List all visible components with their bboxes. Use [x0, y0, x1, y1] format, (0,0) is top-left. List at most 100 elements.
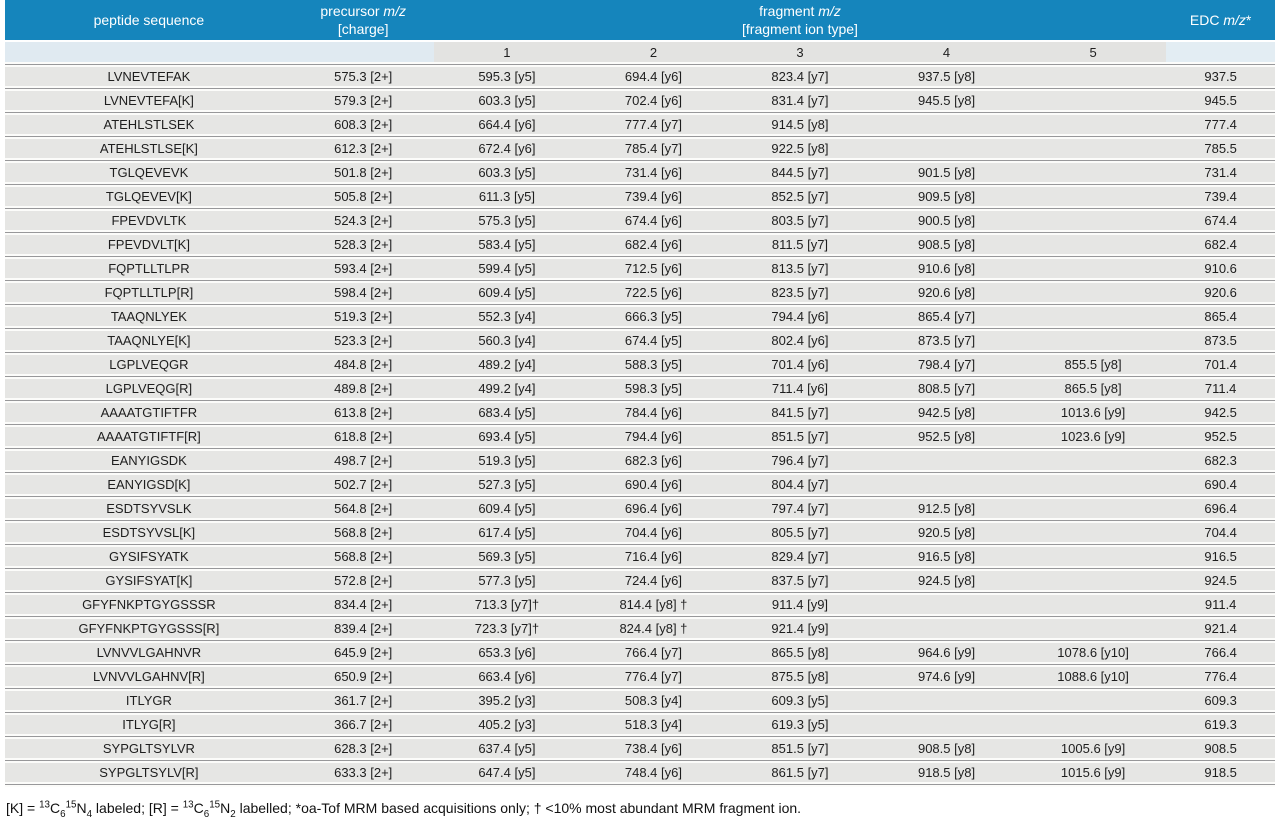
fragment-mz-cell-1: 395.2 [y3]	[478, 693, 536, 708]
precursor-mz-cell: 523.3 [2+]	[334, 333, 393, 348]
header-edc-mz-italic: m/z	[1223, 11, 1246, 28]
peptide-sequence-cell: ESDTSYVSL[K]	[102, 525, 196, 540]
table-row: LVNVVLGAHNVR 645.9 [2+] 653.3 [y6] 766.4…	[5, 643, 1275, 662]
fragment-mz-cell-5	[1020, 691, 1167, 710]
fragment-mz-cell-3: 811.5 [y7]	[771, 237, 829, 252]
row-separator	[5, 566, 1275, 571]
fragment-mz-cell-4	[873, 115, 1020, 134]
fragment-mz-cell-3: 844.5 [y7]	[771, 165, 829, 180]
subheader-left-spacer	[5, 42, 434, 62]
table-header-row: peptide sequence precursor m/z [charge] …	[5, 0, 1275, 40]
peptide-sequence-cell: AAAATGTIFTF[R]	[97, 429, 201, 444]
fragment-mz-cell-5	[1020, 283, 1167, 302]
fragment-mz-cell-5: 1015.6 [y9]	[1060, 765, 1126, 780]
table-row: ITLYGR 361.7 [2+] 395.2 [y3] 508.3 [y4] …	[5, 691, 1275, 710]
header-edc-asterisk: *	[1245, 11, 1252, 28]
precursor-mz-cell: 645.9 [2+]	[334, 645, 393, 660]
peptide-sequence-cell: EANYIGSD[K]	[107, 477, 191, 492]
row-separator	[5, 158, 1275, 163]
fragment-mz-cell-5	[1020, 451, 1167, 470]
edc-mz-cell: 911.4	[1204, 597, 1237, 612]
edc-mz-cell: 920.6	[1204, 285, 1237, 300]
row-separator	[5, 182, 1275, 187]
precursor-mz-cell: 579.3 [2+]	[334, 93, 393, 108]
row-separator	[5, 710, 1275, 715]
edc-mz-cell: 942.5	[1204, 405, 1237, 420]
fragment-mz-cell-2: 814.4 [y8] †	[619, 597, 688, 612]
fragment-mz-cell-3: 823.5 [y7]	[771, 285, 829, 300]
row-separator	[5, 110, 1275, 115]
fragment-mz-cell-2: 776.4 [y7]	[624, 669, 682, 684]
peptide-sequence-cell: ITLYG[R]	[122, 717, 176, 732]
table-row: ATEHLSTLSEK 608.3 [2+] 664.4 [y6] 777.4 …	[5, 115, 1275, 134]
fragment-mz-cell-5: 865.5 [y8]	[1064, 381, 1122, 396]
peptide-sequence-cell: GYSIFSYATK	[109, 549, 189, 564]
fragment-mz-cell-1: 499.2 [y4]	[478, 381, 536, 396]
precursor-mz-cell: 519.3 [2+]	[334, 309, 393, 324]
fragment-mz-cell-3: 619.3 [y5]	[771, 717, 829, 732]
fragment-mz-cell-5	[1020, 619, 1167, 638]
peptide-sequence-cell: FPEVDVLTK	[111, 213, 187, 228]
fragment-mz-cell-3: 911.4 [y9]	[771, 597, 829, 612]
row-separator	[5, 278, 1275, 283]
fragment-mz-cell-1: 489.2 [y4]	[478, 357, 536, 372]
header-precursor-charge-label: [charge]	[337, 21, 389, 37]
fragment-mz-cell-3: 802.4 [y6]	[771, 333, 829, 348]
fragment-mz-cell-5: 1023.6 [y9]	[1060, 429, 1126, 444]
fragment-mz-cell-1: 653.3 [y6]	[478, 645, 536, 660]
fragment-mz-cell-5	[1020, 523, 1167, 542]
fragment-mz-cell-3: 831.4 [y7]	[771, 93, 829, 108]
table-row: ESDTSYVSL[K] 568.8 [2+] 617.4 [y5] 704.4…	[5, 523, 1275, 542]
peptide-sequence-cell: ESDTSYVSLK	[106, 501, 192, 516]
edc-mz-cell: 766.4	[1204, 645, 1237, 660]
fragment-mz-cell-2: 712.5 [y6]	[624, 261, 682, 276]
edc-mz-cell: 690.4	[1204, 477, 1237, 492]
fragment-mz-cell-4: 908.5 [y8]	[917, 741, 976, 756]
fragment-mz-cell-4: 964.6 [y9]	[917, 645, 976, 660]
peptide-sequence-cell: ATEHLSTLSEK	[103, 117, 195, 132]
peptide-sequence-cell: LVNVVLGAHNVR	[96, 645, 202, 660]
row-separator	[5, 422, 1275, 427]
table-row: LGPLVEQG[R] 489.8 [2+] 499.2 [y4] 598.3 …	[5, 379, 1275, 398]
fragment-mz-cell-2: 682.4 [y6]	[624, 237, 682, 252]
fragment-mz-cell-4: 918.5 [y8]	[917, 765, 976, 780]
fragment-mz-cell-1: 609.4 [y5]	[478, 285, 536, 300]
peptide-sequence-cell: TAAQNLYE[K]	[107, 333, 191, 348]
precursor-mz-cell: 598.4 [2+]	[334, 285, 393, 300]
peptide-sequence-cell: AAAATGTIFTFR	[100, 405, 198, 420]
fragment-mz-cell-1: 575.3 [y5]	[478, 213, 536, 228]
fragment-mz-cell-4	[873, 451, 1020, 470]
edc-mz-cell: 918.5	[1204, 765, 1237, 780]
fragment-mz-cell-3: 794.4 [y6]	[771, 309, 829, 324]
fragment-mz-cell-2: 785.4 [y7]	[624, 141, 682, 156]
fragment-mz-cell-4	[873, 139, 1020, 158]
fragment-mz-cell-4: 910.6 [y8]	[917, 261, 976, 276]
fragment-mz-cell-4: 909.5 [y8]	[917, 189, 976, 204]
fragment-mz-cell-3: 609.3 [y5]	[771, 693, 829, 708]
row-separator	[5, 518, 1275, 523]
fragment-mz-cell-2: 508.3 [y4]	[624, 693, 682, 708]
fragment-mz-cell-3: 711.4 [y6]	[771, 381, 829, 396]
fragment-mz-cell-1: 583.4 [y5]	[478, 237, 536, 252]
table-row: TAAQNLYEK 519.3 [2+] 552.3 [y4] 666.3 [y…	[5, 307, 1275, 326]
fragment-mz-cell-3: 865.5 [y8]	[771, 645, 829, 660]
fragment-mz-cell-5	[1020, 259, 1167, 278]
row-separator	[5, 206, 1275, 211]
fragment-mz-cell-2: 748.4 [y6]	[624, 765, 682, 780]
fragment-mz-cell-4: 974.6 [y9]	[917, 669, 976, 684]
table-row: TGLQEVEVK 501.8 [2+] 603.3 [y5] 731.4 [y…	[5, 163, 1275, 182]
fragment-mz-cell-3: 851.5 [y7]	[771, 429, 829, 444]
fragment-mz-cell-3: 914.5 [y8]	[771, 117, 829, 132]
peptide-sequence-cell: LVNEVTEFAK	[107, 69, 191, 84]
fragment-mz-cell-4: 924.5 [y8]	[917, 573, 976, 588]
fragment-mz-cell-5	[1020, 163, 1167, 182]
precursor-mz-cell: 501.8 [2+]	[334, 165, 393, 180]
fragment-mz-cell-5	[1020, 331, 1167, 350]
peptide-sequence-cell: ITLYGR	[125, 693, 172, 708]
fragment-mz-cell-5	[1020, 139, 1167, 158]
fragment-mz-cell-5	[1020, 211, 1167, 230]
fragment-mz-cell-2: 588.3 [y5]	[624, 357, 682, 372]
row-separator	[5, 758, 1275, 763]
precursor-mz-cell: 528.3 [2+]	[334, 237, 393, 252]
row-separator	[5, 638, 1275, 643]
